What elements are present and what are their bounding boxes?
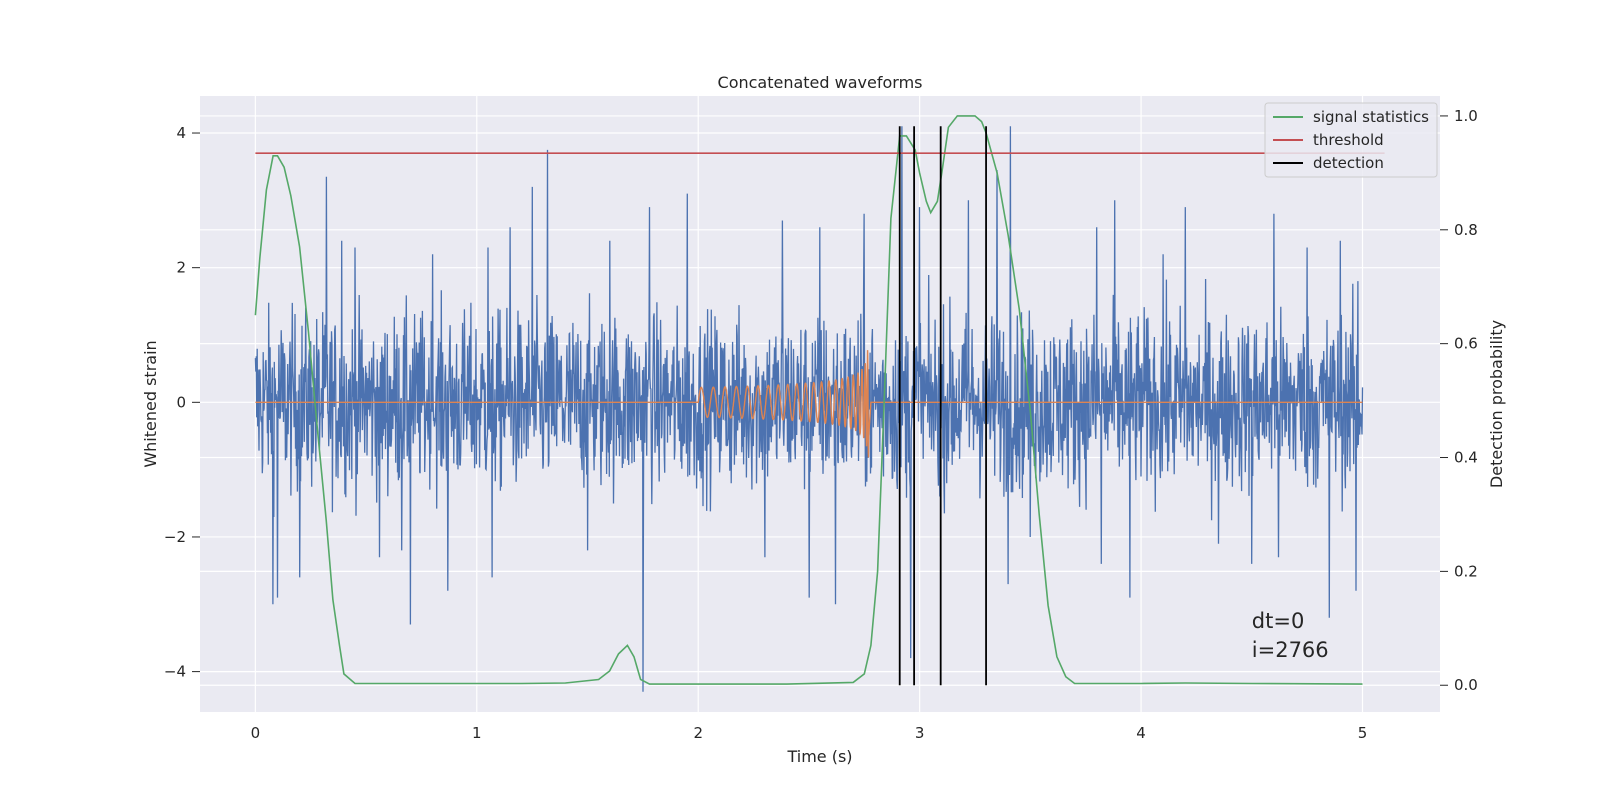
- noise-series-line: [254, 126, 1364, 692]
- signal-statistics-line: [254, 115, 1363, 685]
- y2-tick-label: 0.6: [1454, 335, 1478, 353]
- x-tick-label: 0: [251, 724, 261, 742]
- legend-label: threshold: [1313, 131, 1384, 149]
- x-tick-label: 3: [915, 724, 925, 742]
- axes-layer: 0 1 2 3 4 5 −4 −2 0 2 4 0.0 0.2 0.4 0.6 0.8 1.0: [164, 107, 1478, 742]
- y2-tick-label: 0.4: [1454, 449, 1478, 467]
- annotation-dt: dt=0: [1252, 609, 1305, 633]
- x-axis-label: Time (s): [786, 747, 852, 766]
- y2-tick-label: 0.0: [1454, 676, 1478, 694]
- y2-tick-label: 0.2: [1454, 562, 1478, 580]
- legend-box: [1264, 102, 1438, 178]
- y2-tick-label: 1.0: [1454, 107, 1478, 125]
- legend-label: detection: [1313, 154, 1384, 172]
- chart-title: Concatenated waveforms: [718, 73, 923, 92]
- annotation-index: i=2766: [1252, 638, 1329, 662]
- chirp-series-line: [255, 350, 1363, 458]
- y-tick-label: −2: [164, 528, 186, 546]
- x-tick-label: 1: [472, 724, 482, 742]
- y2-tick-label: 0.8: [1454, 221, 1478, 239]
- x-tick-label: 4: [1136, 724, 1146, 742]
- legend: signal statistics threshold detection: [1264, 102, 1438, 178]
- y-tick-label: 4: [176, 124, 186, 142]
- legend-label: signal statistics: [1313, 108, 1429, 126]
- y-tick-label: −4: [164, 663, 186, 681]
- x-tick-label: 2: [693, 724, 703, 742]
- data-layer: [254, 115, 1385, 692]
- x-tick-label: 5: [1358, 724, 1368, 742]
- y-tick-label: 2: [176, 259, 186, 277]
- y-tick-label: 0: [176, 393, 186, 411]
- y-axis-label: Whitened strain: [141, 340, 160, 467]
- y2-axis-label: Detection probability: [1487, 320, 1506, 488]
